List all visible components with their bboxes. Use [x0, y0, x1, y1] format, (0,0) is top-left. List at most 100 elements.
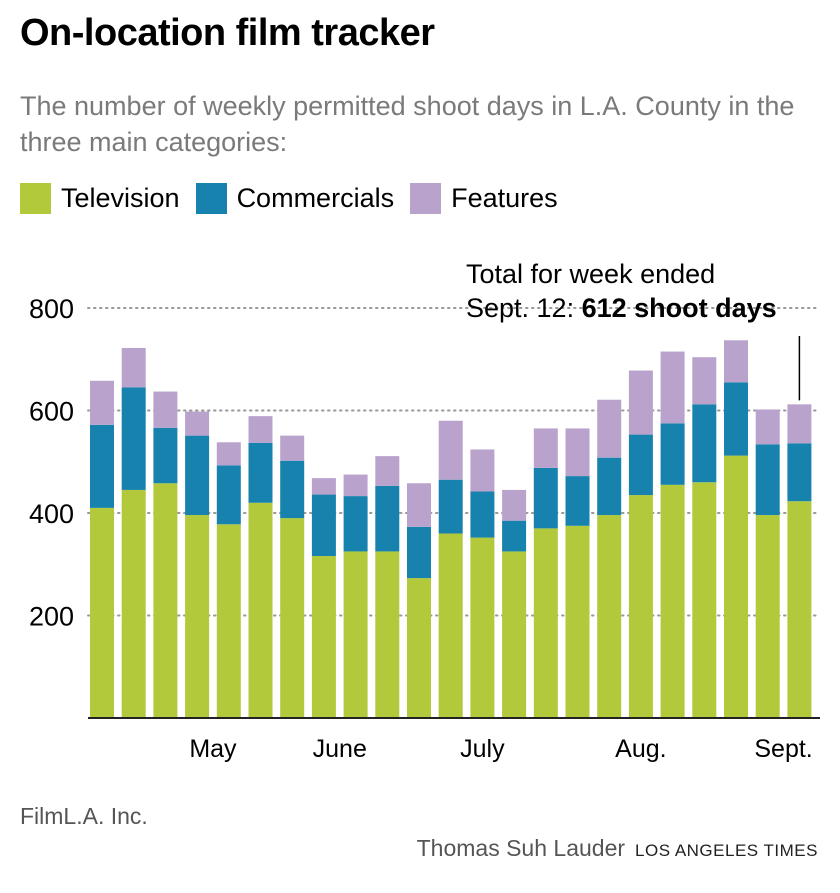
y-tick-label-200: 200: [29, 602, 74, 632]
author-credit: Thomas Suh Lauder: [416, 835, 626, 861]
bar-commercials-17: [628, 434, 653, 496]
bar-television-4: [216, 524, 241, 718]
bar-television-0: [90, 507, 114, 718]
legend-label-features: Features: [451, 183, 558, 213]
bar-television-15: [565, 525, 590, 718]
bar-features-16: [597, 399, 622, 458]
bar-television-21: [755, 515, 780, 718]
bar-television-19: [692, 482, 717, 718]
bars-layer: [90, 340, 812, 718]
legend-item-features: Features: [410, 183, 558, 214]
bar-commercials-7: [311, 494, 336, 557]
x-month-label-sept: Sept.: [754, 735, 812, 763]
bar-commercials-21: [755, 444, 780, 516]
chart-subtitle: The number of weekly permitted shoot day…: [20, 91, 795, 157]
x-month-label-aug: Aug.: [615, 735, 666, 763]
annotation-value: 612 shoot days: [582, 293, 777, 323]
legend-swatch-television: [20, 183, 51, 214]
x-month-label-may: May: [189, 735, 237, 763]
publisher-brand: LOS ANGELES TIMES: [635, 841, 818, 860]
bar-television-14: [533, 528, 558, 718]
bar-features-2: [153, 391, 178, 428]
bar-commercials-16: [597, 457, 622, 516]
bar-features-15: [565, 428, 590, 477]
bar-features-17: [628, 370, 653, 435]
annotation-date: Sept. 12:: [466, 293, 582, 323]
bar-television-12: [470, 537, 495, 718]
bar-commercials-11: [438, 479, 463, 534]
bar-commercials-20: [724, 382, 748, 456]
bar-features-11: [438, 420, 463, 480]
bar-features-0: [90, 380, 114, 425]
bar-features-1: [121, 347, 146, 388]
bar-television-11: [438, 533, 463, 718]
bar-television-20: [724, 455, 748, 718]
bar-television-17: [628, 495, 653, 718]
bar-features-19: [692, 357, 717, 405]
bar-features-20: [724, 340, 748, 383]
bar-commercials-2: [153, 427, 178, 484]
bar-television-3: [185, 515, 210, 718]
bar-features-3: [185, 411, 210, 436]
bar-commercials-12: [470, 491, 495, 538]
byline: Thomas Suh Lauder LOS ANGELES TIMES: [417, 835, 818, 862]
bar-television-18: [660, 484, 685, 718]
bar-commercials-14: [533, 467, 558, 529]
bar-commercials-3: [185, 435, 210, 516]
bar-features-13: [502, 489, 527, 521]
bar-television-10: [407, 578, 431, 718]
bar-commercials-5: [248, 442, 273, 503]
bar-features-14: [533, 428, 558, 468]
bar-features-21: [755, 409, 780, 445]
bar-television-16: [597, 515, 622, 718]
bar-commercials-4: [216, 465, 241, 525]
bar-commercials-10: [407, 526, 431, 579]
bar-features-8: [343, 474, 368, 497]
annotation-line2: Sept. 12: 612 shoot days: [466, 293, 777, 323]
bar-features-6: [280, 435, 305, 461]
bar-television-1: [121, 489, 146, 718]
annotation-line1: Total for week ended: [466, 259, 715, 289]
bar-television-9: [375, 551, 400, 718]
chart-title: On-location film tracker: [20, 12, 435, 54]
source-credit: FilmL.A. Inc.: [20, 803, 148, 829]
bar-commercials-13: [502, 520, 527, 552]
annotation-layer: Total for week ended Sept. 12: 612 shoot…: [466, 259, 801, 401]
legend-swatch-features: [410, 183, 442, 214]
bar-commercials-18: [660, 423, 685, 485]
x-month-label-june: June: [313, 735, 367, 763]
bar-commercials-1: [121, 387, 146, 490]
bar-commercials-6: [280, 460, 305, 519]
bar-features-18: [660, 351, 685, 424]
bar-features-4: [216, 442, 241, 466]
y-tick-label-400: 400: [29, 499, 74, 529]
bar-television-6: [280, 518, 305, 718]
axis-layer: 200 400 600 800 May June July Aug. Sept.: [29, 294, 820, 763]
bar-features-7: [311, 478, 336, 495]
bar-features-10: [407, 483, 431, 527]
bar-commercials-19: [692, 404, 717, 483]
bar-television-13: [502, 551, 527, 718]
bar-television-22: [787, 501, 812, 718]
x-month-label-july: July: [460, 735, 505, 763]
legend-item-television: Television: [20, 183, 180, 214]
bar-commercials-9: [375, 485, 400, 552]
y-tick-label-600: 600: [29, 397, 74, 427]
bar-television-8: [343, 551, 368, 718]
bar-features-5: [248, 416, 273, 443]
bar-commercials-22: [787, 443, 812, 502]
legend-label-commercials: Commercials: [236, 183, 395, 213]
legend: Television Commercials Features: [20, 183, 574, 214]
bar-features-22: [787, 404, 812, 444]
y-tick-label-800: 800: [29, 294, 74, 324]
bar-commercials-15: [565, 476, 590, 526]
legend-item-commercials: Commercials: [195, 183, 395, 214]
bar-features-12: [470, 449, 495, 492]
bar-television-7: [311, 556, 336, 718]
bar-television-2: [153, 483, 178, 718]
bar-television-5: [248, 502, 273, 718]
legend-label-television: Television: [61, 183, 180, 213]
bar-commercials-8: [343, 496, 368, 552]
bar-features-9: [375, 456, 400, 486]
